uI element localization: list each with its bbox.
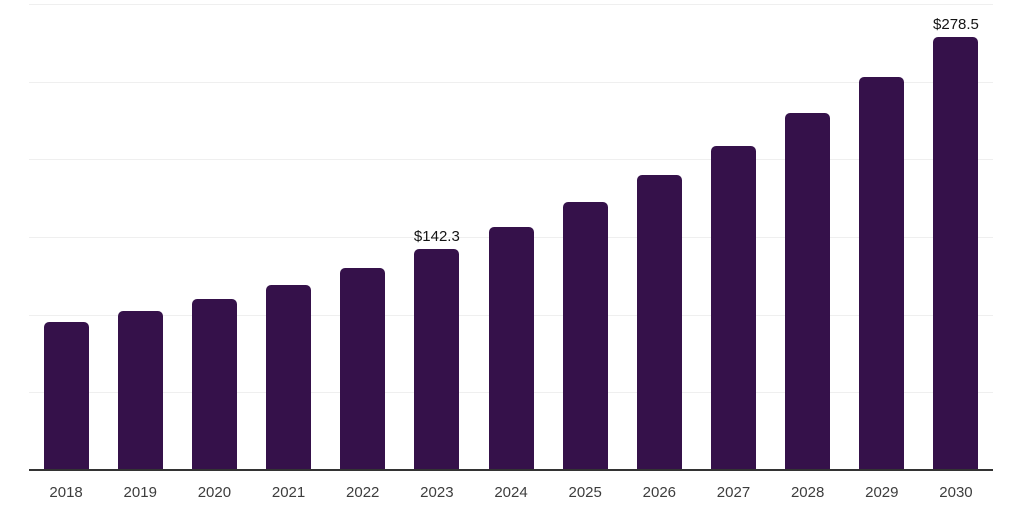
bar-slot: $142.3 (400, 4, 474, 470)
bar-2018 (43, 322, 89, 470)
bar-2027 (710, 145, 756, 470)
bar-value-label: $142.3 (413, 227, 460, 245)
x-tick-label-2028: 2028 (790, 484, 825, 501)
x-tick-label-2029: 2029 (865, 484, 899, 501)
plot-area: $142.3 $278.5 (29, 4, 993, 470)
x-axis-line (29, 469, 993, 471)
bar-2023: $142.3 (414, 228, 460, 470)
x-axis-tick-labels: 2018 2019 2020 2021 2022 2023 2024 2025 2026 2027… (29, 484, 993, 501)
bar-slot (29, 4, 103, 470)
bar-slot (548, 4, 622, 470)
x-tick-label-2023: 2023 (420, 484, 454, 501)
x-tick-label-2025: 2025 (568, 484, 602, 501)
x-tick-label-2021: 2021 (271, 484, 306, 501)
bar-slot (696, 4, 770, 470)
x-tick-label-2020: 2020 (197, 484, 232, 501)
bar-slot (326, 4, 400, 470)
x-tick-label-2019: 2019 (123, 484, 157, 501)
bar-2026 (636, 175, 682, 470)
bar-2025 (562, 202, 608, 470)
gridline (29, 4, 993, 5)
bar-slot: $278.5 (919, 4, 993, 470)
gridline (29, 81, 993, 83)
bar-slot (251, 4, 325, 470)
x-tick-label-2022: 2022 (346, 484, 380, 501)
bar-2024 (488, 226, 534, 470)
x-tick-label-2027: 2027 (716, 484, 751, 501)
bar-2020 (191, 299, 237, 470)
bar-value-label: $278.5 (933, 16, 979, 34)
bar-slot (103, 4, 177, 470)
bar-2029 (859, 77, 905, 470)
bar-2022 (340, 267, 386, 470)
bar-slot (845, 4, 919, 470)
bars-layer: $142.3 $278.5 (29, 4, 993, 470)
x-tick-label-2030: 2030 (939, 484, 973, 501)
bar-slot (622, 4, 696, 470)
gridline (29, 159, 993, 161)
x-tick-label-2026: 2026 (642, 484, 677, 501)
bar-2021 (266, 284, 312, 470)
bar-slot (474, 4, 548, 470)
bar-2019 (117, 311, 163, 470)
bar-2030: $278.5 (933, 16, 979, 470)
bar-slot (177, 4, 251, 470)
x-tick-label-2018: 2018 (49, 484, 83, 501)
bar-slot (771, 4, 845, 470)
x-tick-label-2024: 2024 (494, 484, 528, 501)
bar-2028 (785, 113, 831, 470)
